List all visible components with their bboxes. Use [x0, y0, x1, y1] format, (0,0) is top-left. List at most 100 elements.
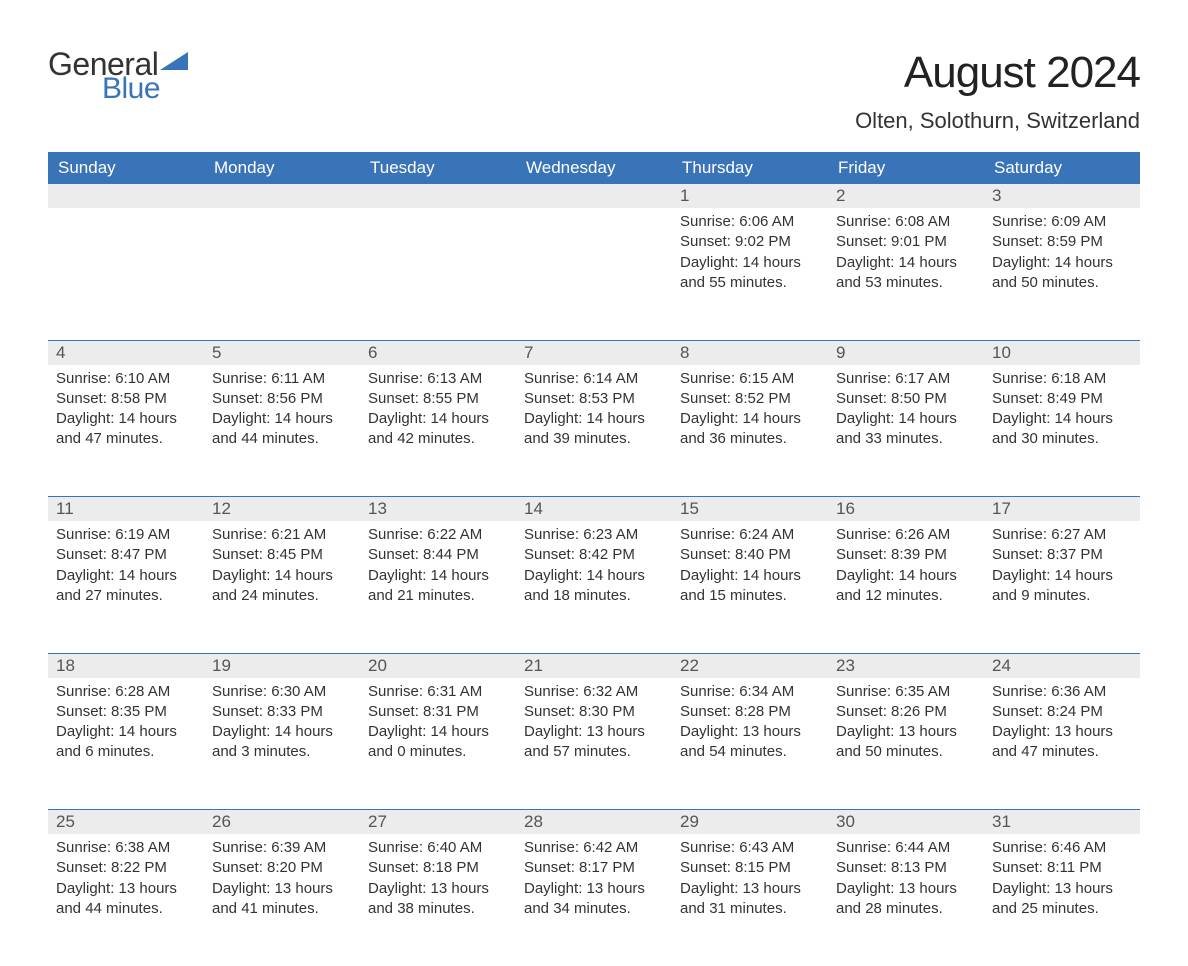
- day-cell: Sunrise: 6:17 AMSunset: 8:50 PMDaylight:…: [828, 365, 984, 497]
- sunset-text: Sunset: 8:52 PM: [680, 389, 820, 409]
- day-number: 29: [672, 810, 828, 835]
- day-cell: Sunrise: 6:38 AMSunset: 8:22 PMDaylight:…: [48, 834, 204, 966]
- weekday-header: Saturday: [984, 152, 1140, 184]
- sunset-text: Sunset: 8:44 PM: [368, 545, 508, 565]
- sunset-text: Sunset: 8:22 PM: [56, 858, 196, 878]
- day-cell: Sunrise: 6:31 AMSunset: 8:31 PMDaylight:…: [360, 678, 516, 810]
- sunrise-text: Sunrise: 6:22 AM: [368, 525, 508, 545]
- day-cell: Sunrise: 6:30 AMSunset: 8:33 PMDaylight:…: [204, 678, 360, 810]
- daylight-text: Daylight: 14 hours and 27 minutes.: [56, 566, 196, 607]
- sunrise-text: Sunrise: 6:43 AM: [680, 838, 820, 858]
- day-cell: Sunrise: 6:09 AMSunset: 8:59 PMDaylight:…: [984, 208, 1140, 340]
- day-number-empty: [360, 184, 516, 208]
- sunset-text: Sunset: 8:17 PM: [524, 858, 664, 878]
- daylight-text: Daylight: 14 hours and 39 minutes.: [524, 409, 664, 450]
- weekday-header: Monday: [204, 152, 360, 184]
- sunrise-text: Sunrise: 6:38 AM: [56, 838, 196, 858]
- sunrise-text: Sunrise: 6:28 AM: [56, 682, 196, 702]
- weekday-header: Sunday: [48, 152, 204, 184]
- sunset-text: Sunset: 8:20 PM: [212, 858, 352, 878]
- day-number: 31: [984, 810, 1140, 835]
- sunrise-text: Sunrise: 6:11 AM: [212, 369, 352, 389]
- daylight-text: Daylight: 14 hours and 21 minutes.: [368, 566, 508, 607]
- title-block: August 2024 Olten, Solothurn, Switzerlan…: [855, 48, 1140, 134]
- day-number: 28: [516, 810, 672, 835]
- sunrise-text: Sunrise: 6:19 AM: [56, 525, 196, 545]
- daylight-text: Daylight: 14 hours and 44 minutes.: [212, 409, 352, 450]
- daylight-text: Daylight: 14 hours and 6 minutes.: [56, 722, 196, 763]
- day-number: 25: [48, 810, 204, 835]
- sunset-text: Sunset: 8:39 PM: [836, 545, 976, 565]
- daylight-text: Daylight: 13 hours and 44 minutes.: [56, 879, 196, 920]
- day-cell: Sunrise: 6:32 AMSunset: 8:30 PMDaylight:…: [516, 678, 672, 810]
- sunset-text: Sunset: 8:11 PM: [992, 858, 1132, 878]
- sunrise-text: Sunrise: 6:30 AM: [212, 682, 352, 702]
- day-cell: Sunrise: 6:10 AMSunset: 8:58 PMDaylight:…: [48, 365, 204, 497]
- daylight-text: Daylight: 14 hours and 3 minutes.: [212, 722, 352, 763]
- day-cell: Sunrise: 6:14 AMSunset: 8:53 PMDaylight:…: [516, 365, 672, 497]
- sunset-text: Sunset: 8:30 PM: [524, 702, 664, 722]
- sunrise-text: Sunrise: 6:10 AM: [56, 369, 196, 389]
- day-cell: Sunrise: 6:11 AMSunset: 8:56 PMDaylight:…: [204, 365, 360, 497]
- day-number-row: 123: [48, 184, 1140, 208]
- daylight-text: Daylight: 14 hours and 15 minutes.: [680, 566, 820, 607]
- calendar-table: Sunday Monday Tuesday Wednesday Thursday…: [48, 152, 1140, 966]
- daylight-text: Daylight: 13 hours and 50 minutes.: [836, 722, 976, 763]
- day-number-row: 25262728293031: [48, 810, 1140, 835]
- sunset-text: Sunset: 8:40 PM: [680, 545, 820, 565]
- daylight-text: Daylight: 14 hours and 47 minutes.: [56, 409, 196, 450]
- day-cell: Sunrise: 6:21 AMSunset: 8:45 PMDaylight:…: [204, 521, 360, 653]
- daylight-text: Daylight: 13 hours and 54 minutes.: [680, 722, 820, 763]
- day-number: 1: [672, 184, 828, 208]
- day-cell: Sunrise: 6:43 AMSunset: 8:15 PMDaylight:…: [672, 834, 828, 966]
- day-number: 5: [204, 340, 360, 365]
- sunset-text: Sunset: 8:15 PM: [680, 858, 820, 878]
- day-cell: Sunrise: 6:40 AMSunset: 8:18 PMDaylight:…: [360, 834, 516, 966]
- day-number: 21: [516, 653, 672, 678]
- day-number: 8: [672, 340, 828, 365]
- day-number-empty: [48, 184, 204, 208]
- day-cell: Sunrise: 6:24 AMSunset: 8:40 PMDaylight:…: [672, 521, 828, 653]
- sunset-text: Sunset: 8:31 PM: [368, 702, 508, 722]
- weekday-header: Wednesday: [516, 152, 672, 184]
- day-number: 3: [984, 184, 1140, 208]
- day-cell: Sunrise: 6:39 AMSunset: 8:20 PMDaylight:…: [204, 834, 360, 966]
- day-cell: Sunrise: 6:22 AMSunset: 8:44 PMDaylight:…: [360, 521, 516, 653]
- day-number: 22: [672, 653, 828, 678]
- sunrise-text: Sunrise: 6:44 AM: [836, 838, 976, 858]
- weekday-header: Thursday: [672, 152, 828, 184]
- sunrise-text: Sunrise: 6:42 AM: [524, 838, 664, 858]
- day-number: 7: [516, 340, 672, 365]
- day-number: 9: [828, 340, 984, 365]
- daylight-text: Daylight: 13 hours and 57 minutes.: [524, 722, 664, 763]
- daylight-text: Daylight: 14 hours and 55 minutes.: [680, 253, 820, 294]
- daylight-text: Daylight: 13 hours and 28 minutes.: [836, 879, 976, 920]
- day-number-row: 45678910: [48, 340, 1140, 365]
- day-number: 2: [828, 184, 984, 208]
- day-cell: Sunrise: 6:26 AMSunset: 8:39 PMDaylight:…: [828, 521, 984, 653]
- day-cell: Sunrise: 6:36 AMSunset: 8:24 PMDaylight:…: [984, 678, 1140, 810]
- sunrise-text: Sunrise: 6:18 AM: [992, 369, 1132, 389]
- day-number: 19: [204, 653, 360, 678]
- day-number: 30: [828, 810, 984, 835]
- day-cell: Sunrise: 6:15 AMSunset: 8:52 PMDaylight:…: [672, 365, 828, 497]
- day-cell: [48, 208, 204, 340]
- day-number-empty: [204, 184, 360, 208]
- day-number: 12: [204, 497, 360, 522]
- sunrise-text: Sunrise: 6:15 AM: [680, 369, 820, 389]
- daylight-text: Daylight: 13 hours and 25 minutes.: [992, 879, 1132, 920]
- header: General Blue August 2024 Olten, Solothur…: [48, 48, 1140, 134]
- sunset-text: Sunset: 8:53 PM: [524, 389, 664, 409]
- sunset-text: Sunset: 8:42 PM: [524, 545, 664, 565]
- daylight-text: Daylight: 14 hours and 53 minutes.: [836, 253, 976, 294]
- sunrise-text: Sunrise: 6:27 AM: [992, 525, 1132, 545]
- daylight-text: Daylight: 14 hours and 24 minutes.: [212, 566, 352, 607]
- day-cell: [516, 208, 672, 340]
- day-cell: Sunrise: 6:34 AMSunset: 8:28 PMDaylight:…: [672, 678, 828, 810]
- day-number: 6: [360, 340, 516, 365]
- sunset-text: Sunset: 8:33 PM: [212, 702, 352, 722]
- sunrise-text: Sunrise: 6:26 AM: [836, 525, 976, 545]
- sunrise-text: Sunrise: 6:21 AM: [212, 525, 352, 545]
- sunset-text: Sunset: 9:01 PM: [836, 232, 976, 252]
- daylight-text: Daylight: 13 hours and 41 minutes.: [212, 879, 352, 920]
